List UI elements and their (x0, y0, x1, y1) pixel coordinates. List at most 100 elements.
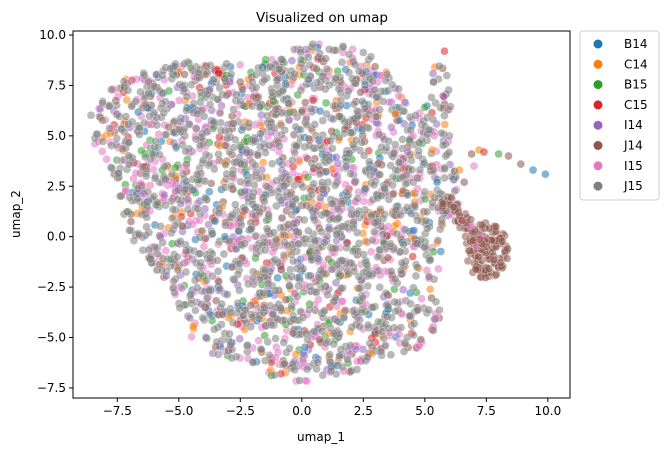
point-j15 (124, 137, 134, 147)
point-j15 (105, 124, 114, 133)
point-j15 (161, 130, 171, 139)
legend-label-j14: J14 (623, 139, 643, 153)
point-i14 (403, 147, 412, 157)
point-j15 (307, 190, 317, 199)
point-i15 (413, 184, 422, 194)
point-j15 (227, 262, 237, 272)
point-j15 (141, 100, 151, 109)
point-j15 (350, 177, 359, 186)
point-j15 (186, 290, 196, 299)
point-j15 (161, 200, 170, 210)
point-c14 (425, 284, 435, 294)
point-j15 (276, 223, 285, 233)
point-j14 (468, 236, 478, 245)
point-j15 (365, 339, 375, 348)
point-j15 (229, 105, 238, 114)
point-j14 (438, 199, 448, 209)
point-j15 (284, 174, 294, 184)
point-i14 (201, 333, 211, 342)
point-j15 (277, 213, 287, 223)
point-j15 (255, 102, 265, 111)
point-j14 (446, 193, 456, 202)
point-i14 (287, 56, 297, 65)
point-j15 (324, 45, 334, 54)
point-j15 (411, 271, 421, 281)
point-j15 (98, 137, 108, 146)
point-j15 (192, 170, 202, 179)
point-j15 (406, 209, 416, 218)
point-j15 (326, 366, 336, 376)
point-j15 (308, 39, 318, 49)
point-j15 (193, 204, 203, 214)
point-j15 (406, 125, 416, 135)
point-j15 (232, 90, 241, 100)
point-j15 (349, 267, 359, 276)
point-j15 (394, 158, 404, 167)
point-j15 (338, 43, 348, 52)
x-tick-label: 7.5 (477, 404, 496, 418)
point-j14 (467, 149, 476, 159)
point-j15 (378, 230, 388, 239)
point-j15 (260, 303, 269, 312)
point-j15 (289, 315, 298, 324)
point-j15 (324, 156, 334, 165)
point-j15 (265, 62, 275, 71)
point-i15 (98, 147, 107, 156)
point-j15 (271, 334, 280, 343)
point-j15 (321, 84, 330, 94)
y-tick-label: 7.5 (47, 78, 66, 92)
legend-marker-j15 (593, 181, 603, 191)
point-j15 (179, 84, 189, 94)
point-j15 (423, 224, 432, 233)
point-j15 (235, 259, 245, 268)
point-j15 (364, 110, 374, 119)
point-j14 (459, 177, 469, 187)
x-tick-label: −5.0 (164, 404, 193, 418)
point-j15 (208, 124, 218, 133)
point-j15 (430, 314, 440, 324)
point-j15 (428, 115, 438, 124)
point-j15 (444, 147, 454, 157)
point-j15 (271, 286, 280, 295)
point-j15 (438, 141, 448, 150)
point-j15 (390, 297, 399, 307)
point-j15 (382, 290, 392, 299)
point-j15 (191, 124, 201, 134)
point-j15 (195, 232, 205, 242)
point-j15 (391, 140, 400, 149)
point-j15 (392, 229, 402, 239)
point-j15 (325, 357, 335, 367)
y-tick-label: −7.5 (37, 381, 66, 395)
point-j15 (368, 76, 377, 86)
point-j15 (236, 96, 245, 106)
point-j15 (183, 205, 193, 214)
point-i15 (142, 140, 151, 150)
point-j15 (279, 338, 288, 347)
point-j15 (313, 254, 323, 263)
point-j14 (481, 273, 490, 282)
point-j15 (240, 205, 250, 215)
point-j15 (407, 165, 417, 175)
x-tick-label: −2.5 (226, 404, 255, 418)
point-i15 (177, 284, 187, 293)
point-j15 (182, 177, 191, 186)
point-j15 (271, 105, 281, 114)
point-j15 (410, 201, 419, 210)
point-j14 (498, 237, 507, 246)
legend-marker-b15 (593, 80, 603, 90)
y-tick-label: −2.5 (37, 280, 66, 294)
point-i14 (160, 190, 169, 200)
point-j15 (246, 225, 256, 234)
point-j15 (223, 134, 232, 143)
point-j15 (225, 236, 234, 246)
legend-label-b15: B15 (624, 78, 648, 92)
point-j15 (227, 181, 236, 191)
point-j15 (377, 142, 386, 152)
point-j15 (341, 156, 351, 166)
point-i15 (161, 246, 171, 255)
legend-marker-c15 (593, 100, 603, 110)
point-j15 (134, 230, 144, 240)
point-j15 (296, 55, 306, 64)
point-j15 (345, 149, 354, 158)
point-j15 (215, 108, 225, 118)
